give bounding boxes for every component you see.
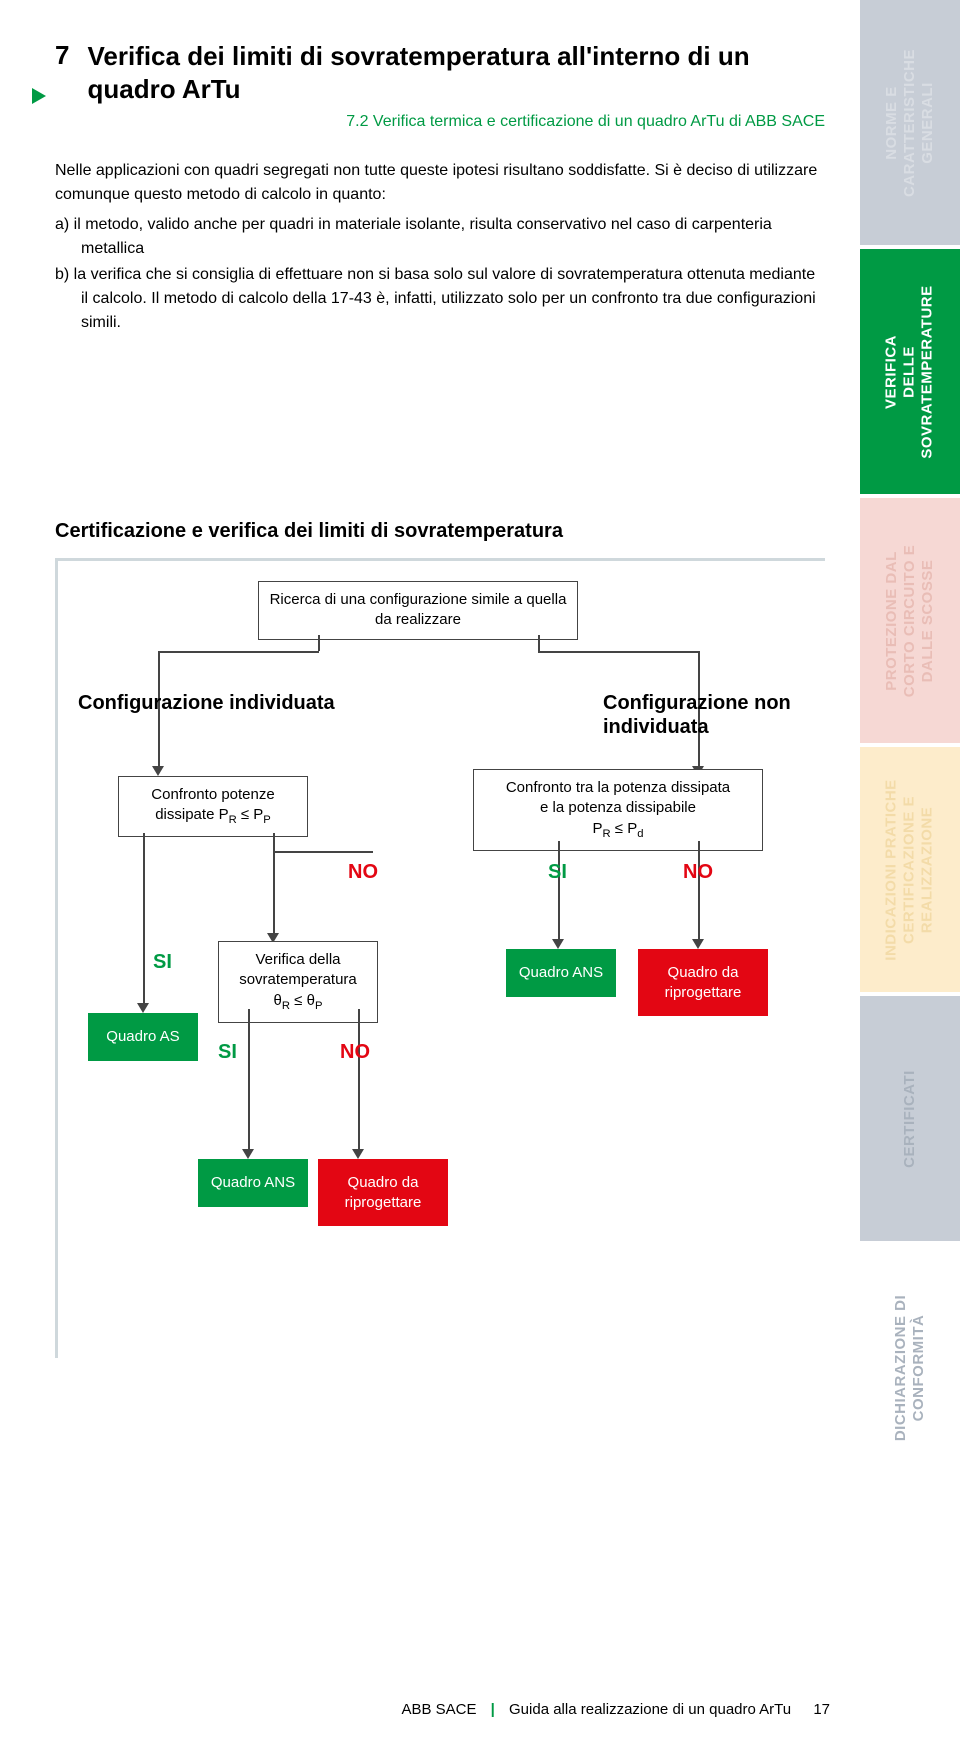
arrow-icon bbox=[352, 1149, 364, 1159]
quadro-ans-box-2: Quadro ANS bbox=[506, 949, 616, 997]
right-branch-label: Configurazione non individuata bbox=[603, 691, 825, 739]
title-row: 7 Verifica dei limiti di sovratemperatur… bbox=[55, 40, 825, 105]
arrow-icon bbox=[692, 939, 704, 949]
side-tab[interactable]: VERIFICADELLESOVRATEMPERATURE bbox=[860, 249, 960, 494]
list-item-a: a) il metodo, valido anche per quadri in… bbox=[55, 213, 825, 261]
quadro-as-box: Quadro AS bbox=[88, 1013, 198, 1061]
tab-label: INDICAZIONI PRATICHECERTIFICAZIONE EREAL… bbox=[883, 779, 937, 960]
decision-si: SI bbox=[548, 861, 567, 884]
text: Verifica della bbox=[229, 950, 367, 970]
tab-label: PROTEZIONE DALCORTO CIRCUITO EDALLE SCOS… bbox=[883, 544, 937, 696]
text: θR ≤ θP bbox=[229, 991, 367, 1014]
footer: ABB SACE | Guida alla realizzazione di u… bbox=[0, 1701, 830, 1718]
content-area: 7 Verifica dei limiti di sovratemperatur… bbox=[55, 40, 825, 1358]
left-branch-label: Configurazione individuata bbox=[78, 691, 335, 715]
tab-label: NORME ECARATTERISTICHEGENERALI bbox=[883, 48, 937, 196]
flow-line bbox=[318, 635, 320, 651]
footer-right: Guida alla realizzazione di un quadro Ar… bbox=[509, 1701, 791, 1718]
flow-line bbox=[358, 1009, 360, 1149]
flow-line bbox=[273, 851, 373, 853]
decision-si: SI bbox=[153, 951, 172, 974]
text: sovratemperatura bbox=[229, 970, 367, 990]
quadro-riprog-box-2: Quadro da riprogettare bbox=[638, 949, 768, 1016]
page-number: 17 bbox=[813, 1701, 830, 1718]
section-marker-icon bbox=[32, 88, 46, 104]
flow-start-box: Ricerca di una configurazione simile a q… bbox=[258, 581, 578, 640]
flow-line bbox=[538, 651, 699, 653]
side-tab[interactable]: INDICAZIONI PRATICHECERTIFICAZIONE EREAL… bbox=[860, 747, 960, 992]
flow-line bbox=[273, 833, 275, 933]
arrow-icon bbox=[552, 939, 564, 949]
tab-label: DICHIARAZIONE DICONFORMITÀ bbox=[892, 1294, 928, 1440]
list-item-b: b) la verifica che si consiglia di effet… bbox=[55, 263, 825, 335]
quadro-riprog-box: Quadro da riprogettare bbox=[318, 1159, 448, 1226]
section-number: 7 bbox=[55, 40, 69, 71]
text: Configurazione individuata bbox=[78, 692, 335, 714]
text: dissipate PR ≤ PP bbox=[129, 805, 297, 828]
verify-box: Verifica della sovratemperatura θR ≤ θP bbox=[218, 941, 378, 1023]
text: PR ≤ Pd bbox=[484, 819, 752, 842]
side-tab[interactable]: DICHIARAZIONE DICONFORMITÀ bbox=[860, 1245, 960, 1490]
decision-no: NO bbox=[340, 1041, 370, 1064]
subtitle: 7.2 Verifica termica e certificazione di… bbox=[55, 113, 825, 131]
page-title: Verifica dei limiti di sovratemperatura … bbox=[87, 40, 825, 105]
decision-no: NO bbox=[683, 861, 713, 884]
arrow-icon bbox=[242, 1149, 254, 1159]
flow-line bbox=[558, 841, 560, 939]
text: Configurazione non individuata bbox=[603, 692, 791, 738]
text: e la potenza dissipabile bbox=[484, 798, 752, 818]
title-block: Verifica dei limiti di sovratemperatura … bbox=[87, 40, 825, 105]
arrow-icon bbox=[152, 766, 164, 776]
decision-si: SI bbox=[218, 1041, 237, 1064]
flow-line bbox=[538, 635, 540, 651]
decision-no: NO bbox=[348, 861, 378, 884]
tab-label: VERIFICADELLESOVRATEMPERATURE bbox=[883, 285, 937, 458]
flowchart-heading: Certificazione e verifica dei limiti di … bbox=[55, 520, 825, 543]
side-tab[interactable]: PROTEZIONE DALCORTO CIRCUITO EDALLE SCOS… bbox=[860, 498, 960, 743]
text: Confronto potenze bbox=[129, 785, 297, 805]
tab-label: CERTIFICATI bbox=[901, 1070, 919, 1168]
flow-line bbox=[158, 651, 319, 653]
quadro-ans-box: Quadro ANS bbox=[198, 1159, 308, 1207]
side-tab[interactable]: CERTIFICATI bbox=[860, 996, 960, 1241]
text: Confronto tra la potenza dissipata bbox=[484, 778, 752, 798]
compare-left-box: Confronto potenze dissipate PR ≤ PP bbox=[118, 776, 308, 837]
intro-paragraph: Nelle applicazioni con quadri segregati … bbox=[55, 159, 825, 207]
footer-left: ABB SACE bbox=[401, 1701, 476, 1718]
compare-right-box: Confronto tra la potenza dissipata e la … bbox=[473, 769, 763, 851]
flow-line bbox=[248, 1009, 250, 1149]
side-tab[interactable]: NORME ECARATTERISTICHEGENERALI bbox=[860, 0, 960, 245]
flowchart: Ricerca di una configurazione simile a q… bbox=[55, 558, 825, 1358]
side-tabs: NORME ECARATTERISTICHEGENERALI VERIFICADE… bbox=[860, 0, 960, 1494]
arrow-icon bbox=[137, 1003, 149, 1013]
footer-separator: | bbox=[491, 1701, 495, 1718]
page: 7 Verifica dei limiti di sovratemperatur… bbox=[0, 0, 960, 1753]
flow-line bbox=[143, 833, 145, 1003]
flow-line bbox=[698, 841, 700, 939]
